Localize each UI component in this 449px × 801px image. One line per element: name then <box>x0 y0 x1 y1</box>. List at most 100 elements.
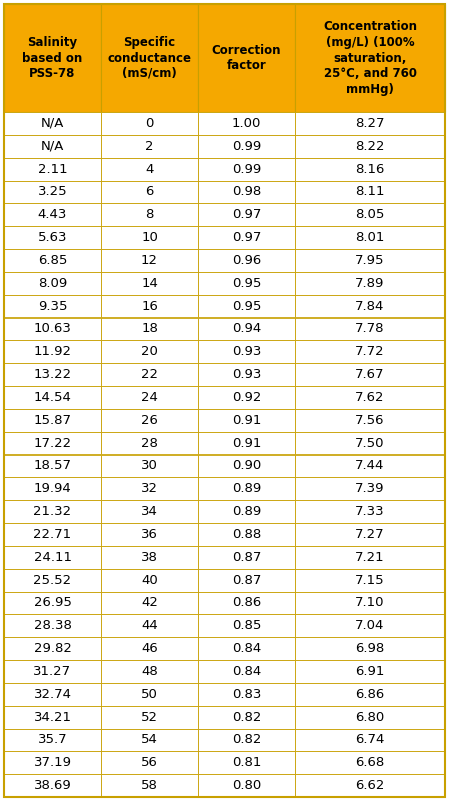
Bar <box>101 569 198 591</box>
Text: 0.97: 0.97 <box>232 208 261 221</box>
Text: 37.19: 37.19 <box>34 756 71 769</box>
Text: 0.82: 0.82 <box>232 710 261 723</box>
Bar <box>295 340 445 363</box>
Bar <box>295 728 445 751</box>
Bar <box>4 180 101 203</box>
Text: 7.56: 7.56 <box>355 414 385 427</box>
Text: 35.7: 35.7 <box>38 734 67 747</box>
Bar <box>295 249 445 272</box>
Bar <box>295 432 445 454</box>
Bar <box>101 728 198 751</box>
Bar <box>198 409 295 432</box>
Text: 7.78: 7.78 <box>355 323 385 336</box>
Text: 0.92: 0.92 <box>232 391 261 404</box>
Text: 7.27: 7.27 <box>355 528 385 541</box>
Text: 0.95: 0.95 <box>232 277 261 290</box>
Bar <box>4 4 101 112</box>
Text: 0.91: 0.91 <box>232 437 261 449</box>
Text: 4.43: 4.43 <box>38 208 67 221</box>
Text: 0.91: 0.91 <box>232 414 261 427</box>
Text: 31.27: 31.27 <box>33 665 71 678</box>
Text: 6.74: 6.74 <box>355 734 385 747</box>
Bar <box>198 112 295 135</box>
Bar <box>101 682 198 706</box>
Text: Specific
conductance
(mS/cm): Specific conductance (mS/cm) <box>107 36 192 80</box>
Text: 0.99: 0.99 <box>232 163 261 175</box>
Text: 7.50: 7.50 <box>355 437 385 449</box>
Bar <box>101 477 198 500</box>
Text: 2.11: 2.11 <box>38 163 67 175</box>
Bar <box>295 363 445 386</box>
Text: 14.54: 14.54 <box>34 391 71 404</box>
Bar <box>4 454 101 477</box>
Bar <box>198 203 295 226</box>
Text: 20: 20 <box>141 345 158 358</box>
Text: 3.25: 3.25 <box>38 185 67 199</box>
Text: 0.86: 0.86 <box>232 597 261 610</box>
Bar <box>295 775 445 797</box>
Text: 0.88: 0.88 <box>232 528 261 541</box>
Text: 0.93: 0.93 <box>232 345 261 358</box>
Text: 2: 2 <box>145 139 154 153</box>
Bar <box>4 477 101 500</box>
Text: 0.93: 0.93 <box>232 368 261 381</box>
Bar <box>101 135 198 158</box>
Text: 7.62: 7.62 <box>355 391 385 404</box>
Bar <box>4 545 101 569</box>
Bar <box>4 682 101 706</box>
Bar <box>295 545 445 569</box>
Bar <box>101 591 198 614</box>
Text: 6.91: 6.91 <box>355 665 385 678</box>
Text: 0.80: 0.80 <box>232 779 261 792</box>
Text: 50: 50 <box>141 688 158 701</box>
Text: 8.11: 8.11 <box>355 185 385 199</box>
Bar <box>101 4 198 112</box>
Bar <box>4 363 101 386</box>
Bar <box>295 386 445 409</box>
Bar <box>4 775 101 797</box>
Text: 54: 54 <box>141 734 158 747</box>
Bar <box>198 180 295 203</box>
Text: 14: 14 <box>141 277 158 290</box>
Bar <box>198 295 295 317</box>
Bar <box>101 180 198 203</box>
Text: 18: 18 <box>141 323 158 336</box>
Bar <box>198 226 295 249</box>
Text: 6.86: 6.86 <box>356 688 385 701</box>
Text: Salinity
based on
PSS-78: Salinity based on PSS-78 <box>22 36 83 80</box>
Text: 19.94: 19.94 <box>34 482 71 495</box>
Bar <box>198 454 295 477</box>
Bar <box>4 135 101 158</box>
Bar <box>4 637 101 660</box>
Bar <box>101 500 198 523</box>
Bar <box>4 317 101 340</box>
Text: 0.84: 0.84 <box>232 642 261 655</box>
Text: 8: 8 <box>145 208 154 221</box>
Text: 8.09: 8.09 <box>38 277 67 290</box>
Text: 6.68: 6.68 <box>356 756 385 769</box>
Bar <box>101 523 198 545</box>
Bar <box>198 569 295 591</box>
Text: 11.92: 11.92 <box>34 345 71 358</box>
Text: 24: 24 <box>141 391 158 404</box>
Bar <box>4 112 101 135</box>
Bar <box>295 409 445 432</box>
Bar <box>198 775 295 797</box>
Bar <box>198 432 295 454</box>
Text: 7.84: 7.84 <box>355 300 385 312</box>
Bar <box>101 317 198 340</box>
Text: 10: 10 <box>141 231 158 244</box>
Text: 0.84: 0.84 <box>232 665 261 678</box>
Text: 0.82: 0.82 <box>232 734 261 747</box>
Text: 32.74: 32.74 <box>34 688 71 701</box>
Bar <box>101 751 198 775</box>
Text: 0.89: 0.89 <box>232 505 261 518</box>
Text: 26: 26 <box>141 414 158 427</box>
Bar <box>198 340 295 363</box>
Bar <box>295 591 445 614</box>
Text: 0.89: 0.89 <box>232 482 261 495</box>
Bar <box>198 614 295 637</box>
Text: Correction
factor: Correction factor <box>212 44 282 72</box>
Bar <box>4 386 101 409</box>
Bar <box>4 523 101 545</box>
